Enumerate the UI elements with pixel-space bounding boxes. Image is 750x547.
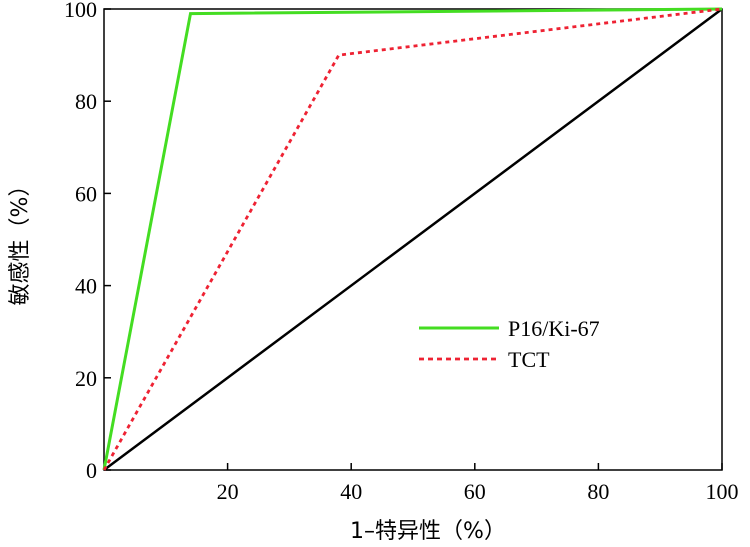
legend-label: P16/Ki-67 [508, 316, 600, 341]
y-tick-label: 80 [75, 89, 97, 114]
x-tick-label: 60 [464, 479, 486, 504]
y-tick-label: 20 [75, 366, 97, 391]
series-line-p16-ki-67 [102, 7, 723, 471]
x-axis-ticks: 20 40 60 80 100 [217, 463, 739, 504]
x-axis-title: 1–特异性（%） [350, 519, 506, 544]
legend: P16/Ki-67 TCT [419, 316, 600, 372]
y-axis-ticks: 0 20 40 60 80 100 [64, 0, 111, 483]
y-tick-label: 100 [64, 0, 97, 22]
reference-diagonal-line [103, 7, 723, 472]
plot-border [103, 8, 723, 471]
y-axis-title: 敏感性（%） [8, 175, 33, 306]
x-tick-label: 100 [706, 479, 739, 504]
plot-frame [103, 8, 723, 471]
y-tick-label: 40 [75, 274, 97, 299]
y-tick-label: 60 [75, 181, 97, 206]
x-tick-label: 80 [587, 479, 609, 504]
series-layer [102, 7, 723, 472]
x-tick-label: 20 [217, 479, 239, 504]
legend-label: TCT [508, 347, 550, 372]
x-tick-label: 40 [340, 479, 362, 504]
y-tick-label: 0 [86, 458, 97, 483]
